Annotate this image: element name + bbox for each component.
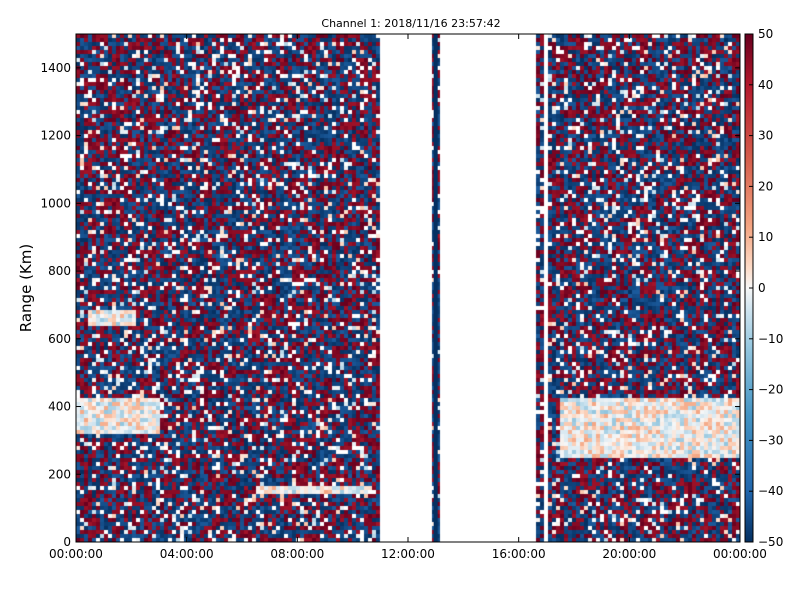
- y-tick-label: 1200: [40, 129, 71, 143]
- y-tick-label: 800: [48, 264, 71, 278]
- colorbar-tick-label: 0: [758, 281, 766, 295]
- colorbar-tick-label: −10: [758, 332, 783, 346]
- x-tick-label: 12:00:00: [381, 547, 435, 561]
- x-axis: 00:00:00 04:00:00 08:00:00 12:00:00 16:00:00…: [49, 34, 767, 561]
- colorbar-tick-label: 10: [758, 230, 773, 244]
- y-tick-label: 400: [48, 400, 71, 414]
- y-tick-label: 1400: [40, 61, 71, 75]
- colorbar-tick-label: 20: [758, 179, 773, 193]
- x-tick-label: 16:00:00: [492, 547, 546, 561]
- colorbar-tick-label: −50: [758, 535, 783, 549]
- chart-title: Channel 1: 2018/11/16 23:57:42: [321, 17, 500, 30]
- y-tick-label: 200: [48, 467, 71, 481]
- x-tick-label: 00:00:00: [49, 547, 103, 561]
- y-tick-label: 1000: [40, 196, 71, 210]
- x-tick-label: 00:00:00: [713, 547, 767, 561]
- y-axis-label: Range (Km): [17, 244, 35, 332]
- colorbar-tick-label: 30: [758, 129, 773, 143]
- colorbar-ticks: 50 40 30 20 10 0 −10 −20 −30 −40 −50: [749, 27, 783, 549]
- data-column: [433, 34, 438, 542]
- x-tick-label: 04:00:00: [160, 547, 214, 561]
- x-tick-label: 08:00:00: [270, 547, 324, 561]
- heatmap-area: [76, 34, 740, 542]
- colorbar-tick-label: 50: [758, 27, 773, 41]
- x-tick-label: 20:00:00: [602, 547, 656, 561]
- colorbar-tick-label: −30: [758, 433, 783, 447]
- y-axis: 0 200 400 600 800 1000 1200 1400: [40, 61, 740, 549]
- heatmap-cells: [76, 34, 740, 542]
- y-tick-label: 600: [48, 332, 71, 346]
- colorbar-tick-label: −20: [758, 383, 783, 397]
- y-tick-label: 0: [63, 535, 71, 549]
- colorbar-tick-label: −40: [758, 484, 783, 498]
- colorbar-tick-label: 40: [758, 78, 773, 92]
